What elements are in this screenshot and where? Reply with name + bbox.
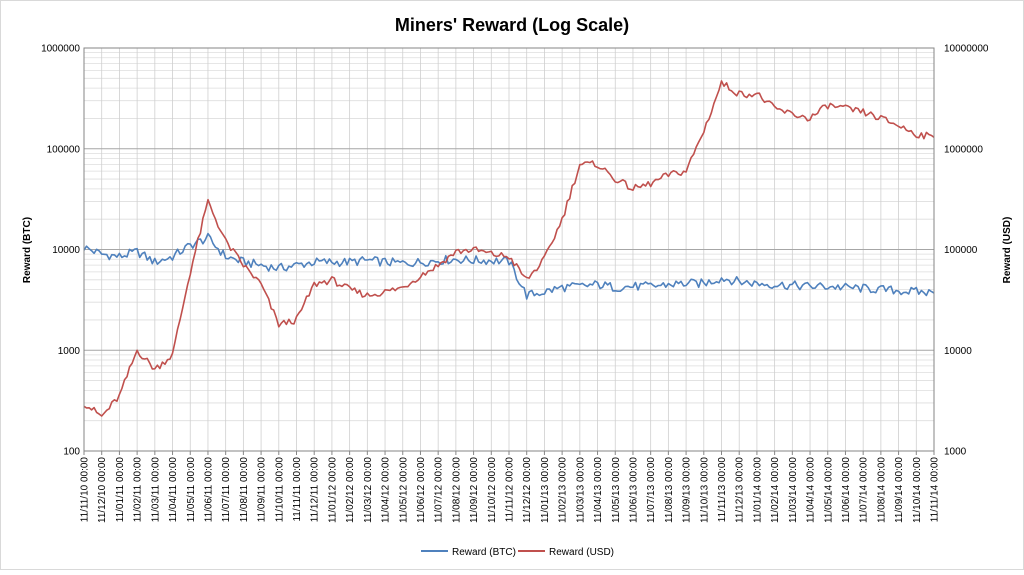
x-tick-label: 11/12/11 00:00 [310, 457, 321, 523]
legend-label-btc: Reward (BTC) [452, 547, 516, 558]
left-tick-label: 100000 [47, 144, 81, 155]
x-tick-label: 11/04/13 00:00 [593, 457, 604, 523]
right-axis-label: Reward (USD) [1002, 217, 1013, 284]
right-tick-label: 10000 [944, 346, 972, 357]
x-tick-label: 11/05/11 00:00 [186, 457, 197, 523]
x-tick-label: 11/08/12 00:00 [451, 457, 462, 523]
x-tick-label: 11/06/13 00:00 [628, 457, 639, 523]
x-tick-label: 11/12/13 00:00 [735, 457, 746, 523]
x-tick-label: 11/01/14 00:00 [752, 457, 763, 523]
plot-area-border [83, 47, 935, 452]
right-axis-ticks: 1000 10000 100000 1000000 10000000 [944, 44, 989, 458]
x-tick-label: 11/11/13 00:00 [717, 457, 728, 523]
x-tick-label: 11/03/12 00:00 [363, 457, 374, 523]
left-tick-label: 1000000 [41, 44, 80, 55]
x-tick-label: 11/02/11 00:00 [133, 457, 144, 523]
x-tick-label: 11/12/10 00:00 [97, 457, 108, 523]
right-tick-label: 100000 [944, 245, 978, 256]
x-tick-label: 11/11/14 00:00 [930, 457, 941, 523]
x-tick-label: 11/08/11 00:00 [239, 457, 250, 523]
x-tick-label: 11/02/13 00:00 [558, 457, 569, 523]
chart-title: Miners' Reward (Log Scale) [395, 15, 629, 35]
series-line-btc [83, 232, 935, 300]
left-axis-label: Reward (BTC) [22, 217, 33, 283]
x-tick-label: 11/06/14 00:00 [841, 457, 852, 523]
x-tick-label: 11/10/11 00:00 [274, 457, 285, 523]
gridlines [83, 47, 935, 452]
x-tick-label: 11/03/11 00:00 [150, 457, 161, 523]
x-tick-label: 11/08/14 00:00 [876, 457, 887, 523]
x-tick-label: 11/03/14 00:00 [788, 457, 799, 523]
x-axis-ticks: 11/11/10 00:00 11/12/10 00:00 11/01/11 00:… [80, 451, 941, 523]
x-tick-label: 11/10/14 00:00 [912, 457, 923, 523]
x-tick-label: 11/09/14 00:00 [894, 457, 905, 523]
series-line-usd [83, 80, 935, 417]
x-tick-label: 11/06/11 00:00 [203, 457, 214, 523]
x-tick-label: 11/09/13 00:00 [682, 457, 693, 523]
x-tick-label: 11/03/13 00:00 [575, 457, 586, 523]
x-tick-label: 11/07/14 00:00 [859, 457, 870, 523]
legend: Reward (BTC) Reward (USD) [421, 547, 614, 558]
x-tick-label: 11/10/12 00:00 [487, 457, 498, 523]
x-tick-label: 11/04/14 00:00 [806, 457, 817, 523]
right-tick-label: 10000000 [944, 44, 989, 55]
x-tick-label: 11/04/11 00:00 [168, 457, 179, 523]
left-tick-label: 1000 [58, 346, 81, 357]
x-tick-label: 11/12/12 00:00 [522, 457, 533, 523]
right-tick-label: 1000 [944, 447, 967, 458]
x-tick-label: 11/01/11 00:00 [115, 457, 126, 523]
x-tick-label: 11/10/13 00:00 [699, 457, 710, 523]
left-tick-label: 10000 [52, 245, 80, 256]
x-tick-label: 11/02/14 00:00 [770, 457, 781, 523]
x-tick-label: 11/01/12 00:00 [327, 457, 338, 523]
x-tick-label: 11/09/11 00:00 [257, 457, 268, 523]
series-lines [83, 80, 935, 417]
x-tick-label: 11/05/13 00:00 [611, 457, 622, 523]
x-tick-label: 11/04/12 00:00 [381, 457, 392, 523]
x-tick-label: 11/01/13 00:00 [540, 457, 551, 523]
x-tick-label: 11/05/14 00:00 [823, 457, 834, 523]
x-tick-label: 11/11/11 00:00 [292, 457, 303, 522]
x-tick-label: 11/07/12 00:00 [434, 457, 445, 523]
x-tick-label: 11/11/10 00:00 [80, 457, 91, 523]
right-tick-label: 1000000 [944, 144, 983, 155]
x-tick-label: 11/11/12 00:00 [505, 457, 516, 523]
x-tick-label: 11/02/12 00:00 [345, 457, 356, 523]
legend-label-usd: Reward (USD) [549, 547, 614, 558]
x-tick-label: 11/09/12 00:00 [469, 457, 480, 523]
x-tick-label: 11/08/13 00:00 [664, 457, 675, 523]
left-tick-label: 100 [63, 447, 80, 458]
x-tick-label: 11/06/12 00:00 [416, 457, 427, 523]
x-tick-label: 11/05/12 00:00 [398, 457, 409, 523]
left-axis-ticks: 100 1000 10000 100000 1000000 [41, 44, 80, 458]
x-tick-label: 11/07/11 00:00 [221, 457, 232, 523]
x-tick-label: 11/07/13 00:00 [646, 457, 657, 523]
